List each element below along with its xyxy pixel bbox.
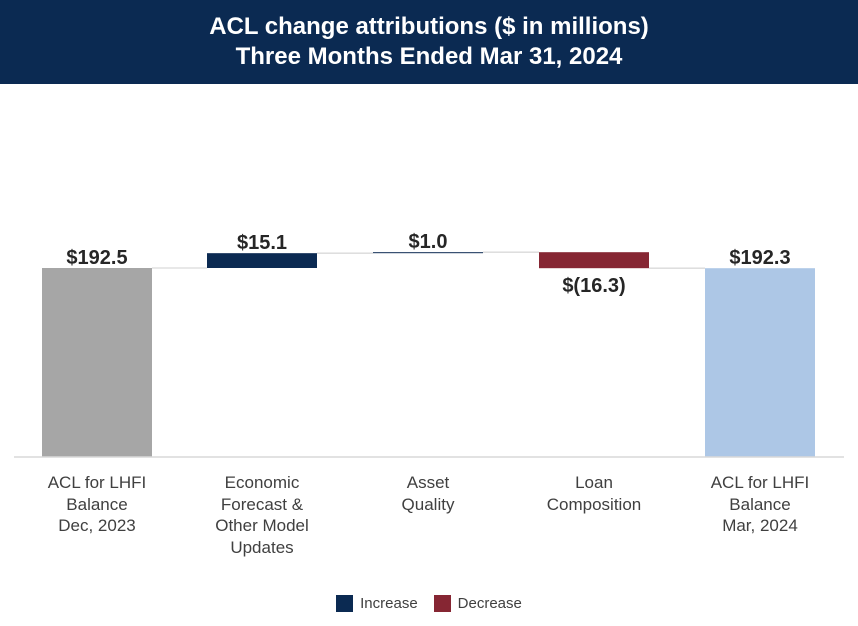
x-tick-label-line: Loan [575,473,613,492]
data-label-5: $192.3 [729,247,790,269]
data-label-2: $15.1 [237,232,287,254]
bar-2 [207,253,317,268]
x-tick-label-4: Loan Composition [519,472,669,515]
x-tick-label-line: Updates [230,537,294,557]
x-tick-label-line: ACL for LHFI [710,473,810,492]
x-tick-label-5: ACL for LHFI Balance Mar, 2024 [685,472,835,537]
x-tick-label-2: Economic Forecast & Other Model Updates [187,472,337,558]
bar-1 [42,268,152,457]
x-tick-label-line: Forecast & [220,494,304,514]
legend: Increase Decrease [0,595,858,612]
waterfall-chart: $192.5 $15.1 $1.0 $(16.3) $192.3 [14,231,844,458]
x-tick-label-line: Economic [224,473,300,492]
x-tick-label-line: Quality [401,494,455,514]
x-tick-label-line: Balance [66,494,128,514]
bar-3 [373,252,483,254]
legend-label-increase: Increase [360,595,418,612]
legend-swatch-increase [336,595,354,612]
legend-item-increase: Increase [336,595,418,612]
x-tick-label-1: ACL for LHFI Balance Dec, 2023 [22,472,172,537]
legend-label-decrease: Decrease [457,595,522,612]
x-tick-label-line: Other Model [215,516,309,535]
x-tick-label-3: Asset Quality [353,472,503,515]
data-label-3: $1.0 [409,231,448,253]
x-tick-label-line: Composition [546,494,642,514]
chart-subtitle: Three Months Ended Mar 31, 2024 [235,43,623,70]
x-tick-label-line: Dec, 2023 [58,516,136,535]
x-tick-label-line: Asset [406,473,450,492]
bar-5 [705,268,815,457]
x-tick-label-line: Balance [729,494,791,514]
data-label-1: $192.5 [66,247,127,269]
legend-item-decrease: Decrease [433,595,522,612]
data-label-4: $(16.3) [562,275,625,297]
chart-title: ACL change attributions ($ in millions) [209,13,649,40]
bar-4 [539,252,649,269]
chart-title-banner: ACL change attributions ($ in millions) … [0,0,858,84]
x-tick-label-line: Mar, 2024 [722,516,798,535]
x-tick-label-line: ACL for LHFI [47,473,147,492]
legend-swatch-decrease [433,595,451,612]
